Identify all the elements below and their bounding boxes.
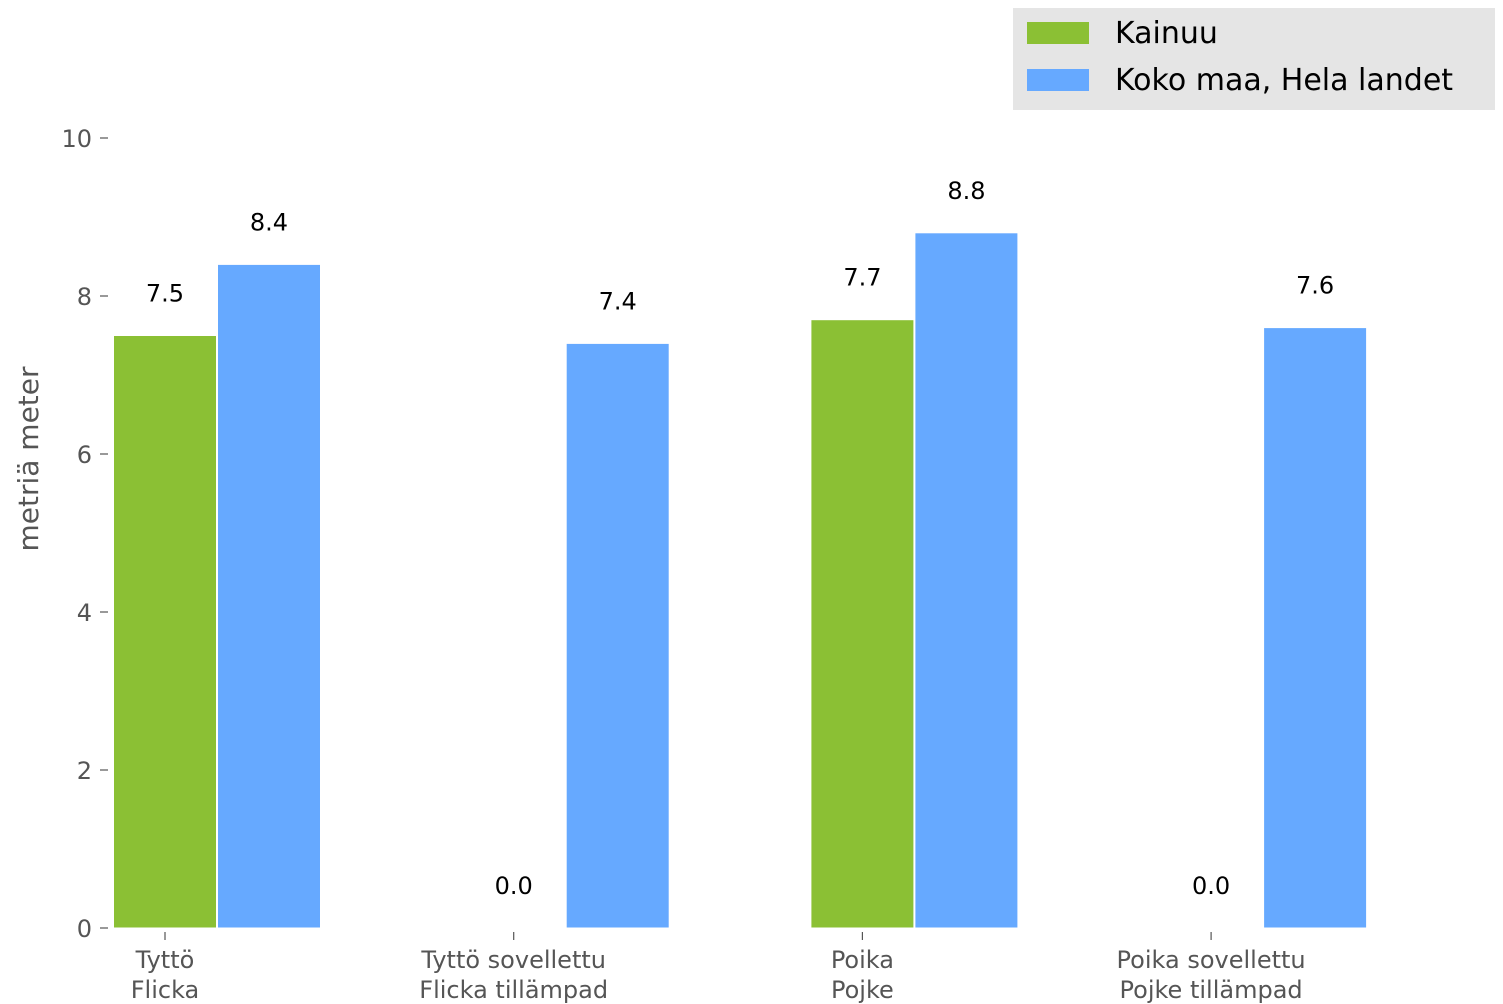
bar-1-2 [914,232,1019,929]
legend-swatch [1027,69,1089,91]
y-tick-label: 0 [77,915,92,943]
data-label: 7.7 [843,264,881,292]
y-tick-label: 4 [77,599,92,627]
y-axis-label: metriä meter [12,366,45,552]
value-labels: 7.5 0.0 7.7 0.0 8.4 7.4 8.8 7.6 [146,177,1334,900]
legend-swatch [1027,22,1089,44]
x-tick-label: Flicka tillämpad [419,976,608,1004]
legend: Kainuu Koko maa, Hela landet [1013,8,1495,110]
y-tick-label: 6 [77,441,92,469]
data-label: 0.0 [495,872,533,900]
legend-label: Koko maa, Hela landet [1115,63,1453,98]
x-tick-label: Pojke tillämpad [1120,976,1303,1004]
x-tick-label: Poika sovellettu [1117,946,1306,974]
bar-1-1 [565,342,670,929]
x-tick-label: Tyttö sovellettu [420,946,606,974]
y-tick-label: 2 [77,757,92,785]
bar-0-0 [113,335,217,929]
data-label: 8.4 [250,208,288,236]
x-tick-label: Tyttö [135,946,195,974]
data-label: 7.4 [599,287,637,315]
x-tick-label: Flicka [131,976,200,1004]
data-label: 7.5 [146,280,184,308]
x-tick-label: Pojke [831,976,894,1004]
bar-1-3 [1263,327,1368,929]
y-axis: 0 2 4 6 8 10 [61,125,108,943]
x-tick-label: Poika [831,946,894,974]
y-tick-label: 10 [61,125,92,153]
data-label: 0.0 [1192,872,1230,900]
bar-1-0 [217,263,321,929]
data-label: 8.8 [947,177,985,205]
legend-background [1013,8,1495,110]
bar-0-2 [810,319,915,929]
y-tick-label: 8 [77,283,92,311]
legend-label: Kainuu [1115,16,1218,51]
data-label: 7.6 [1296,272,1334,300]
bars [113,232,1368,929]
